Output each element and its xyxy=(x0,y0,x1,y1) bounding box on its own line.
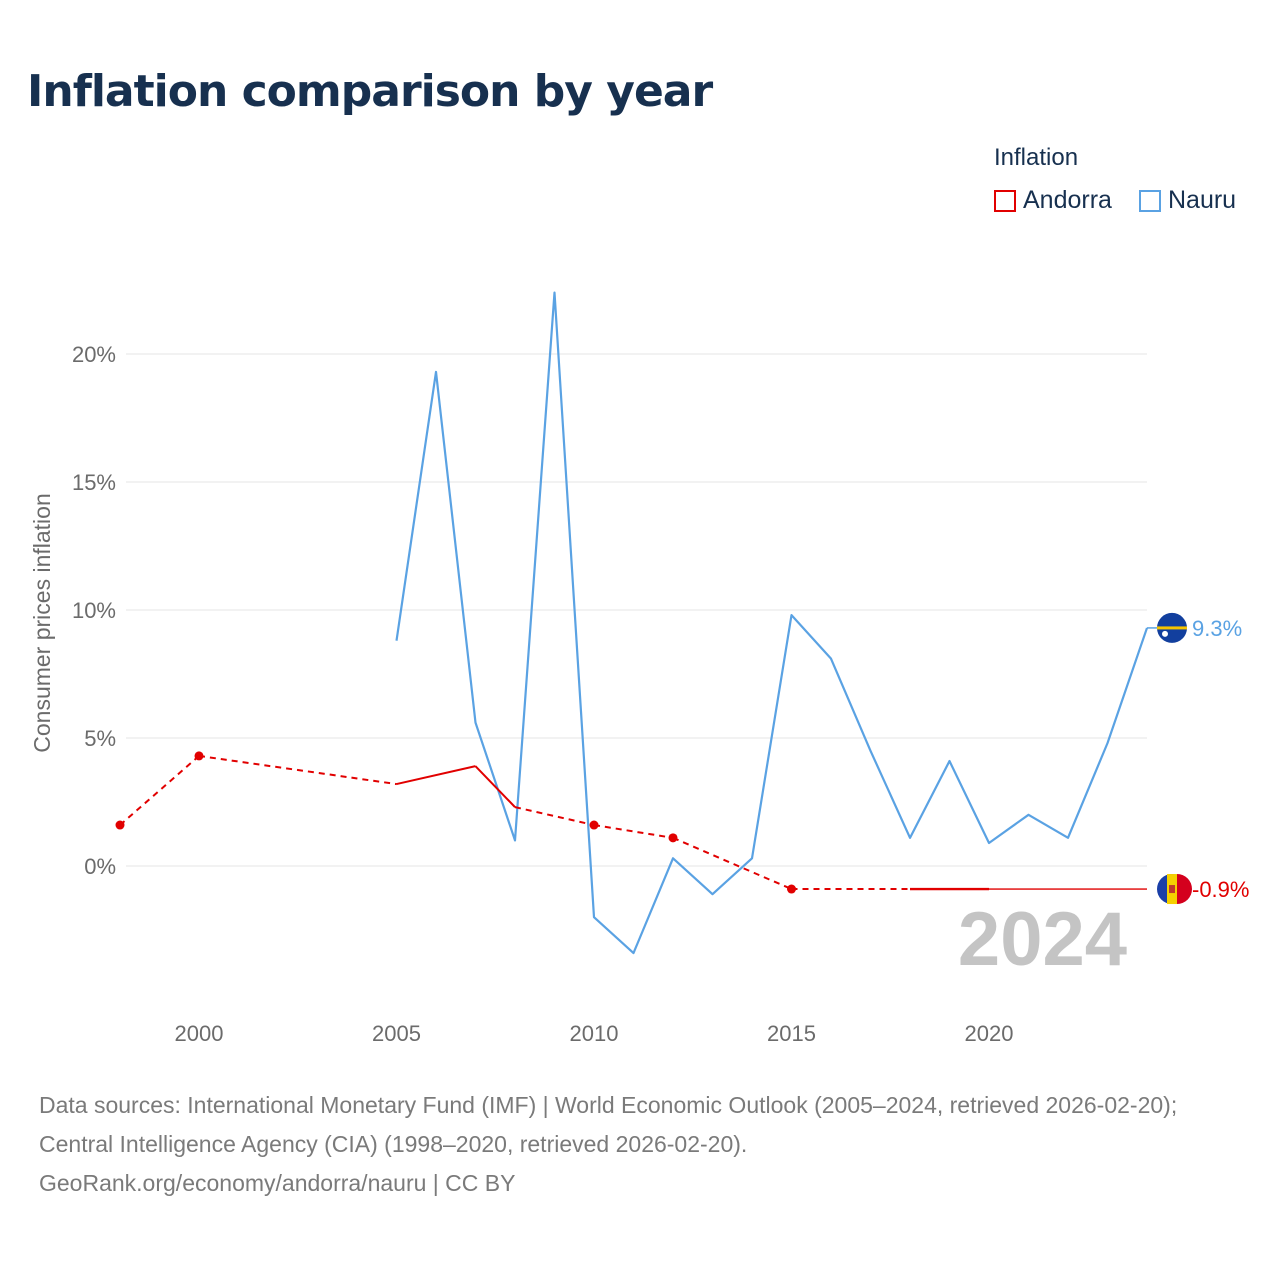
legend-item-nauru[interactable]: Nauru xyxy=(1139,186,1236,215)
x-tick-label: 2000 xyxy=(175,1021,224,1046)
nauru-flag-icon xyxy=(1157,612,1187,643)
legend-swatch-nauru xyxy=(1139,189,1161,212)
end-labels: 9.3% -0.9% xyxy=(1147,612,1249,905)
y-tick-label: 20% xyxy=(72,342,116,367)
gridlines xyxy=(126,353,1147,867)
chart-title: Inflation comparison by year xyxy=(27,66,713,117)
x-tick-label: 2010 xyxy=(570,1021,619,1046)
nauru-end-label: 9.3% xyxy=(1192,616,1242,641)
legend-title: Inflation xyxy=(994,144,1079,171)
x-axis-ticks: 2000 2005 2010 2015 2020 xyxy=(175,1021,1014,1046)
andorra-segment xyxy=(474,765,516,808)
y-axis-label: Consumer prices inflation xyxy=(29,493,55,753)
andorra-segment xyxy=(198,754,397,786)
andorra-point-2012[interactable] xyxy=(668,833,678,843)
andorra-point-2010[interactable] xyxy=(589,820,599,830)
data-sources-text: Data sources: International Monetary Fun… xyxy=(39,1092,1178,1157)
andorra-segment xyxy=(119,755,200,826)
series-layer xyxy=(115,291,1149,955)
legend-label-andorra: Andorra xyxy=(1023,186,1112,214)
current-year-label: 2024 xyxy=(958,897,1127,982)
andorra-segment xyxy=(672,836,792,890)
andorra-point-2015[interactable] xyxy=(787,884,796,894)
andorra-flag-icon xyxy=(1157,874,1192,905)
y-tick-label: 10% xyxy=(72,598,116,623)
y-tick-label: 0% xyxy=(84,854,116,879)
andorra-segment xyxy=(396,765,476,786)
x-tick-label: 2020 xyxy=(965,1021,1014,1046)
legend-item-andorra[interactable]: Andorra xyxy=(994,186,1112,215)
y-tick-label: 15% xyxy=(72,470,116,495)
legend-label-nauru: Nauru xyxy=(1168,186,1237,214)
x-tick-label: 2015 xyxy=(767,1021,816,1046)
credit-link[interactable]: GeoRank.org/economy/andorra/nauru | CC B… xyxy=(39,1170,516,1196)
andorra-end-label: -0.9% xyxy=(1192,877,1249,902)
x-tick-label: 2005 xyxy=(372,1021,421,1046)
legend-swatch-andorra xyxy=(994,189,1016,212)
footer: Data sources: International Monetary Fun… xyxy=(39,1086,1244,1203)
andorra-segment xyxy=(593,824,674,839)
andorra-point-1998[interactable] xyxy=(115,820,125,830)
andorra-point-2000[interactable] xyxy=(194,751,204,761)
series-line-andorra xyxy=(115,751,1147,894)
series-line-nauru xyxy=(395,291,1149,955)
y-axis-ticks: 0% 5% 10% 15% 20% xyxy=(72,342,116,879)
andorra-segment xyxy=(514,806,595,827)
y-tick-label: 5% xyxy=(84,726,116,751)
